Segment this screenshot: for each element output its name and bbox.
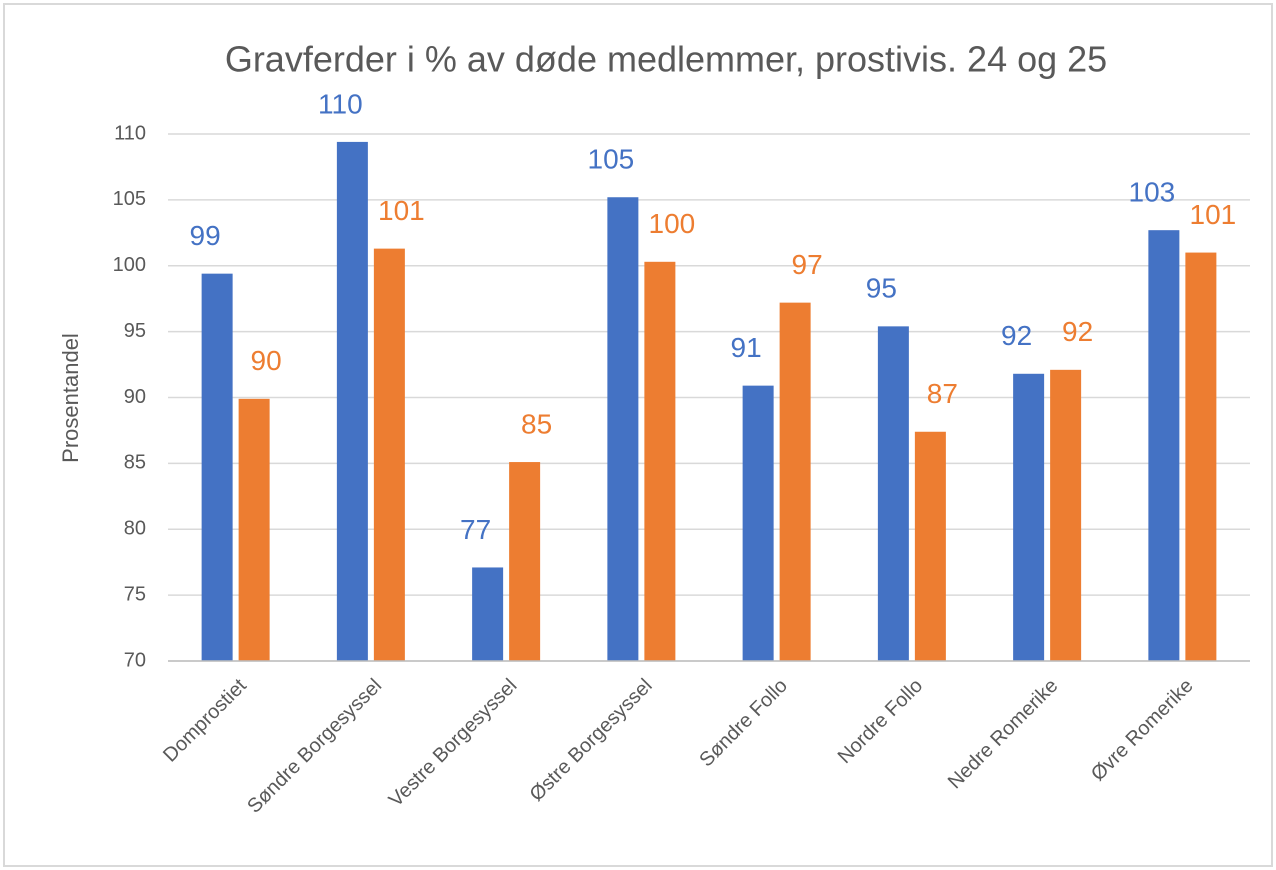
value-label: 99 bbox=[190, 220, 221, 251]
value-label: 110 bbox=[318, 88, 363, 119]
bar bbox=[607, 197, 639, 662]
value-label: 91 bbox=[731, 332, 762, 363]
bar bbox=[644, 261, 676, 661]
y-tick-label: 100 bbox=[113, 254, 146, 276]
value-label: 105 bbox=[588, 144, 635, 175]
bar bbox=[1185, 252, 1217, 661]
bar bbox=[914, 431, 946, 661]
bar bbox=[472, 567, 504, 661]
bar bbox=[877, 326, 909, 661]
bar bbox=[742, 385, 774, 661]
bar bbox=[336, 141, 368, 661]
y-tick-label: 95 bbox=[124, 320, 146, 342]
bar bbox=[373, 248, 405, 661]
value-label: 85 bbox=[521, 408, 552, 439]
value-label: 92 bbox=[1001, 320, 1032, 351]
y-tick-label: 70 bbox=[124, 649, 146, 671]
bar bbox=[238, 398, 270, 661]
value-label: 101 bbox=[378, 195, 425, 226]
chart-title: Gravferder i % av døde medlemmer, prosti… bbox=[225, 39, 1107, 80]
value-label: 95 bbox=[866, 273, 897, 304]
bar bbox=[779, 302, 811, 661]
bar bbox=[1013, 373, 1045, 661]
y-tick-label: 90 bbox=[124, 386, 146, 408]
y-axis-title: Prosentandel bbox=[58, 333, 83, 463]
value-label: 97 bbox=[792, 249, 823, 280]
value-label: 77 bbox=[460, 514, 491, 545]
value-label: 90 bbox=[251, 345, 282, 376]
y-tick-label: 80 bbox=[124, 518, 146, 540]
value-label: 87 bbox=[927, 378, 958, 409]
bar bbox=[201, 273, 233, 661]
value-label: 101 bbox=[1190, 199, 1237, 230]
y-tick-label: 110 bbox=[114, 122, 146, 144]
value-label: 92 bbox=[1062, 316, 1093, 347]
value-label: 103 bbox=[1129, 177, 1176, 208]
bar bbox=[1148, 230, 1180, 662]
value-label: 100 bbox=[649, 208, 696, 239]
y-tick-label: 105 bbox=[113, 188, 146, 210]
bar bbox=[1050, 369, 1082, 661]
y-tick-label: 75 bbox=[124, 583, 146, 605]
y-tick-label: 85 bbox=[124, 452, 146, 474]
bar bbox=[509, 462, 541, 661]
